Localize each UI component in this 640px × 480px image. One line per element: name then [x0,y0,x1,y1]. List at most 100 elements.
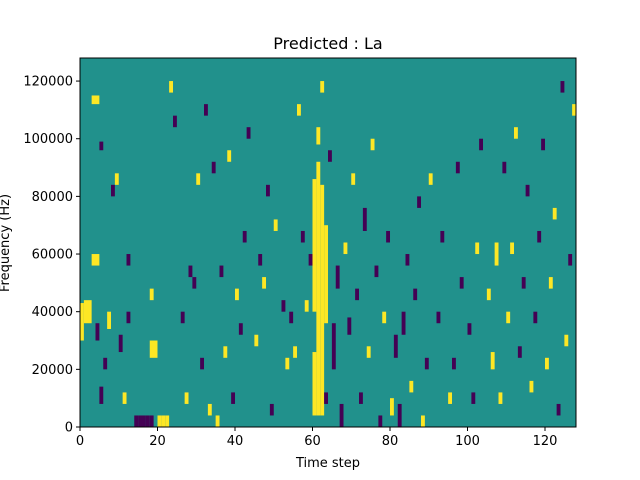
low-cell [417,196,422,208]
low-cell [95,323,100,341]
low-cell [362,207,367,231]
high-cell [293,346,298,358]
high-cell [149,288,154,301]
low-cell [339,403,344,427]
low-cell [219,265,224,278]
high-cell [351,173,356,185]
low-cell [405,254,410,266]
high-cell [572,104,577,116]
low-cell [525,184,530,197]
low-cell [560,81,565,93]
high-cell [370,138,375,151]
low-cell [289,311,294,324]
high-cell [83,300,92,324]
low-cell [204,104,208,116]
low-cell [502,161,507,174]
high-cell [297,104,301,116]
high-cell [506,311,511,324]
low-cell [335,265,340,289]
high-cell [428,173,433,185]
low-cell [328,150,332,162]
low-cell [231,392,236,404]
y-tick-label: 60000 [32,248,73,263]
low-cell [281,300,286,312]
low-cell [99,386,104,404]
high-cell [312,179,317,312]
low-cell [359,392,363,404]
low-cell [374,265,379,278]
low-cell [126,254,131,266]
high-cell [196,173,201,185]
low-cell [413,288,418,301]
low-cell [211,161,216,174]
low-cell [440,230,445,243]
high-cell [320,81,325,93]
low-cell [517,346,522,358]
high-cell [107,311,112,329]
x-tick-label: 40 [227,434,244,449]
low-cell [541,138,546,151]
low-cell [238,323,243,335]
low-cell [393,334,398,358]
x-tick-label: 60 [304,434,321,449]
high-cell [169,81,174,93]
x-tick-label: 100 [455,434,480,449]
high-cell [223,346,228,358]
low-cell [378,415,383,427]
low-cell [173,115,177,128]
high-cell [324,225,329,324]
low-cell [266,184,270,197]
high-cell [312,352,317,416]
high-cell [409,380,414,393]
y-axis-label: Frequency (Hz) [0,194,13,292]
x-axis: 0 20 40 60 80 100 120 [76,427,558,449]
high-cell [316,127,321,145]
high-cell [273,219,278,231]
low-cell [200,357,205,370]
low-cell [269,403,274,416]
y-tick-label: 20000 [32,363,73,378]
low-cell [459,277,464,289]
high-cell [215,415,220,427]
high-cell [494,242,499,266]
high-cell [510,242,515,255]
low-cell [556,403,561,416]
low-cell [308,254,313,266]
high-cell [564,334,569,347]
low-cell [533,311,538,324]
low-cell [452,357,456,370]
high-cell [80,303,84,341]
plot-area [79,57,577,428]
y-tick-label: 100000 [23,132,73,147]
high-cell [285,357,290,370]
low-cell [258,254,263,266]
high-cell [91,95,100,105]
high-cell [529,380,534,393]
y-tick-label: 80000 [32,190,73,205]
plot-frame [79,57,577,428]
x-tick-label: 120 [533,434,558,449]
low-cell [118,334,123,353]
low-cell [568,254,573,266]
low-cell [537,230,542,243]
high-cell [114,173,119,185]
high-cell [91,254,100,266]
low-cell [424,357,429,370]
high-cell [390,398,394,416]
high-cell [475,242,480,255]
low-cell [386,230,391,243]
x-tick-label: 20 [149,434,166,449]
high-cell [343,242,348,255]
low-cell [111,184,115,197]
high-cell [161,415,166,427]
low-cell [331,323,336,370]
low-cell [324,392,329,404]
x-axis-label: Time step [295,456,360,471]
low-cell [142,415,146,427]
high-cell [366,346,371,358]
high-cell [552,207,557,220]
low-cell [397,403,402,427]
low-cell [521,277,526,289]
low-cell [436,311,441,324]
